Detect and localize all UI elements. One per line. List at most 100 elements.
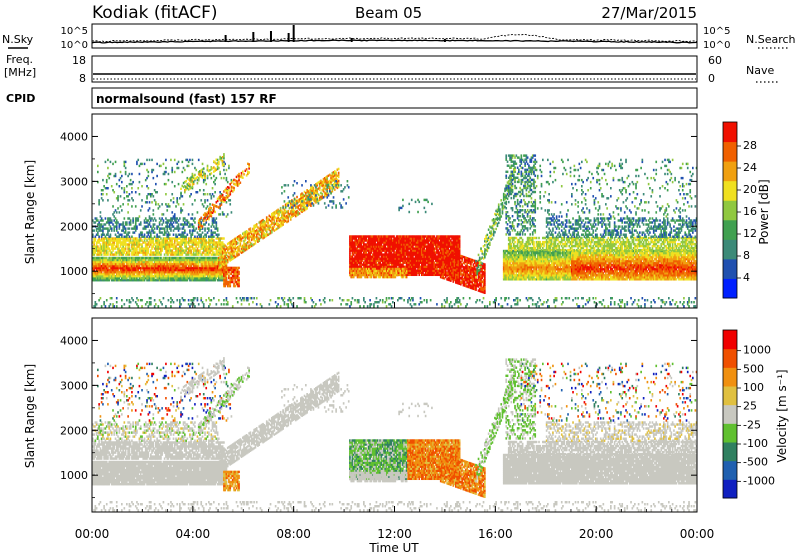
power-cell	[100, 271, 103, 274]
power-cell	[136, 275, 138, 278]
power-cell	[155, 264, 157, 268]
power-cell	[107, 277, 109, 280]
power-cell	[124, 264, 127, 268]
power-cell	[165, 258, 167, 262]
power-cell	[136, 273, 138, 276]
power-cell	[167, 172, 170, 176]
power-cell	[153, 256, 156, 260]
power-cell	[134, 277, 137, 280]
power-cell	[157, 279, 160, 282]
power-cell	[115, 182, 118, 186]
power-cell	[108, 264, 111, 268]
power-cell	[156, 262, 158, 266]
power-cell	[102, 258, 104, 262]
power-cell	[94, 275, 97, 278]
power-cell	[218, 160, 220, 164]
power-cell	[112, 260, 114, 264]
power-cell	[95, 258, 98, 262]
power-cell	[184, 262, 186, 266]
power-cell	[122, 268, 124, 272]
power-cell	[210, 225, 213, 228]
power-cell	[144, 264, 147, 268]
power-cell	[137, 266, 140, 270]
power-cell	[136, 271, 138, 274]
power-cell	[158, 262, 161, 266]
power-cell	[128, 256, 131, 260]
power-cell	[113, 262, 116, 266]
power-cell	[122, 262, 124, 266]
power-cell	[152, 262, 155, 266]
power-cell	[180, 256, 182, 260]
power-cell	[161, 275, 163, 278]
power-cell	[102, 219, 104, 222]
power-cell	[160, 256, 162, 260]
power-cell	[147, 266, 150, 270]
power-cell	[136, 258, 138, 262]
power-cell	[194, 217, 196, 220]
power-cell	[171, 211, 174, 214]
freq-label: Freq.	[6, 53, 33, 66]
power-cell	[118, 225, 121, 228]
power-cell	[165, 268, 167, 272]
power-cell	[185, 271, 187, 274]
power-cell	[181, 271, 184, 274]
power-cell	[137, 275, 140, 278]
power-cell	[148, 258, 151, 262]
power-cell	[177, 258, 180, 262]
power-cell	[182, 271, 185, 274]
power-cell	[166, 271, 169, 274]
power-cell	[184, 260, 186, 264]
power-cell	[100, 268, 103, 272]
power-cell	[94, 256, 97, 260]
power-cell	[108, 275, 111, 278]
power-cell	[131, 258, 133, 262]
power-cell	[160, 271, 162, 274]
power-cell	[186, 266, 189, 270]
power-cell	[152, 213, 155, 216]
power-cell	[206, 166, 209, 170]
power-cell	[124, 275, 127, 278]
power-cell	[219, 170, 221, 174]
power-cell	[158, 268, 161, 272]
power-cell	[104, 275, 107, 278]
power-cell	[113, 275, 116, 278]
power-cell	[102, 193, 104, 196]
power-cell	[163, 256, 166, 260]
power-cell	[173, 266, 176, 270]
power-cell	[152, 209, 155, 212]
power-cell	[138, 271, 141, 274]
power-cell	[127, 271, 129, 274]
power-cell	[182, 258, 185, 262]
power-cell	[143, 275, 146, 278]
power-cell	[152, 275, 155, 278]
power-cell	[127, 275, 129, 278]
power-cell	[181, 279, 184, 282]
power-cell	[122, 279, 124, 282]
power-cell	[122, 221, 124, 224]
power-cell	[141, 273, 143, 276]
power-cell	[109, 271, 112, 274]
power-cell	[170, 275, 172, 278]
power-cell	[184, 266, 186, 270]
power-cell	[139, 268, 142, 272]
power-cell	[229, 282, 232, 286]
power-cell	[163, 275, 166, 278]
power-cell	[153, 260, 156, 264]
power-cell	[142, 277, 145, 280]
power-cell	[175, 275, 177, 278]
power-cell	[191, 233, 194, 236]
power-cell	[186, 271, 189, 274]
power-cell	[121, 277, 123, 280]
power-cell	[180, 191, 182, 195]
power-cell	[186, 268, 189, 272]
power-cell	[93, 279, 95, 282]
power-cell	[94, 271, 97, 274]
power-cell	[175, 264, 177, 268]
power-cell	[104, 160, 107, 164]
power-cell	[175, 205, 177, 208]
power-cell	[162, 219, 165, 222]
power-cell	[184, 229, 186, 232]
power-cell	[141, 231, 143, 234]
power-cell	[151, 268, 153, 272]
power-cell	[182, 266, 185, 270]
